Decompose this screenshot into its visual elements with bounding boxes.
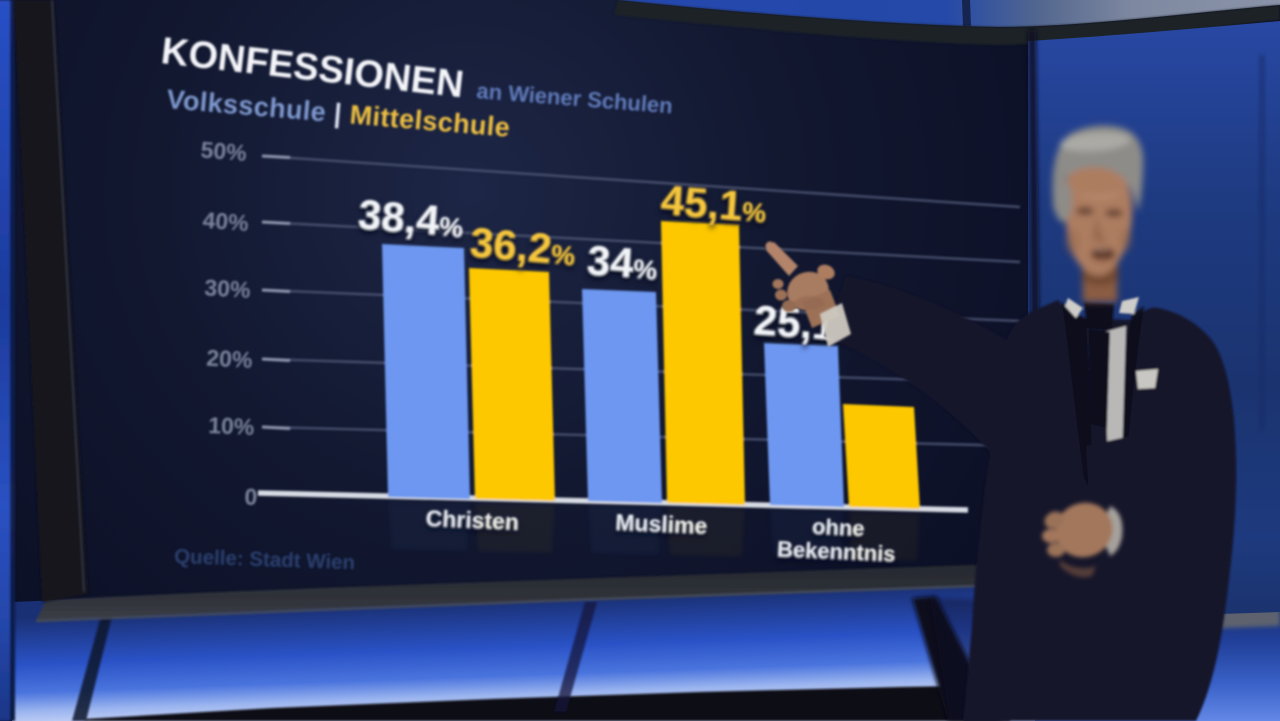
svg-text:36,2%: 36,2% bbox=[468, 218, 577, 274]
svg-text:50%: 50% bbox=[200, 136, 248, 166]
svg-text:40%: 40% bbox=[202, 207, 250, 236]
svg-text:20%: 20% bbox=[206, 345, 253, 373]
svg-text:10%: 10% bbox=[208, 412, 255, 440]
svg-text:30%: 30% bbox=[204, 274, 252, 303]
svg-text:0: 0 bbox=[244, 484, 258, 510]
